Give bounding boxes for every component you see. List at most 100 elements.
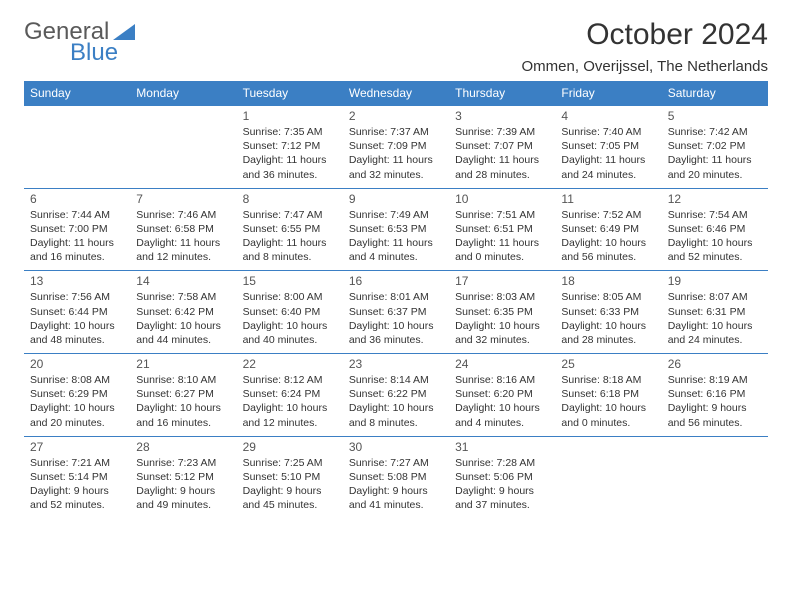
day-info: Sunrise: 7:49 AMSunset: 6:53 PMDaylight:… <box>349 208 443 265</box>
calendar-cell: 1Sunrise: 7:35 AMSunset: 7:12 PMDaylight… <box>237 106 343 189</box>
sunrise-text: Sunrise: 8:14 AM <box>349 373 443 387</box>
daylight-text: Daylight: 10 hours and 48 minutes. <box>30 319 124 347</box>
daylight-text: Daylight: 10 hours and 16 minutes. <box>136 401 230 429</box>
calendar-cell <box>662 436 768 518</box>
sunset-text: Sunset: 7:02 PM <box>668 139 762 153</box>
daylight-text: Daylight: 10 hours and 56 minutes. <box>561 236 655 264</box>
day-info: Sunrise: 7:39 AMSunset: 7:07 PMDaylight:… <box>455 125 549 182</box>
daylight-text: Daylight: 10 hours and 12 minutes. <box>243 401 337 429</box>
calendar-cell: 8Sunrise: 7:47 AMSunset: 6:55 PMDaylight… <box>237 188 343 271</box>
day-number: 19 <box>668 274 762 288</box>
logo: General Blue <box>24 18 135 46</box>
day-number: 13 <box>30 274 124 288</box>
sunset-text: Sunset: 6:55 PM <box>243 222 337 236</box>
sunrise-text: Sunrise: 7:56 AM <box>30 290 124 304</box>
daylight-text: Daylight: 9 hours and 37 minutes. <box>455 484 549 512</box>
calendar-cell <box>24 106 130 189</box>
day-header-row: SundayMondayTuesdayWednesdayThursdayFrid… <box>24 81 768 106</box>
calendar-cell: 17 Sunrise: 8:03 AMSunset: 6:35 PMDayligh… <box>449 271 555 354</box>
sunrise-text: Sunrise: 8:12 AM <box>243 373 337 387</box>
day-number: 2 <box>349 109 443 123</box>
sunset-text: Sunset: 5:10 PM <box>243 470 337 484</box>
day-info: Sunrise: 7:54 AMSunset: 6:46 PMDaylight:… <box>668 208 762 265</box>
daylight-text: Daylight: 10 hours and 32 minutes. <box>455 319 549 347</box>
sunset-text: Sunset: 6:24 PM <box>243 387 337 401</box>
calendar-cell: 7 Sunrise: 7:46 AMSunset: 6:58 PMDaylight… <box>130 188 236 271</box>
calendar-cell: 12 Sunrise: 7:54 AMSunset: 6:46 PMDayligh… <box>662 188 768 271</box>
sunset-text: Sunset: 6:44 PM <box>30 305 124 319</box>
day-info: Sunrise: 8:18 AMSunset: 6:18 PMDaylight:… <box>561 373 655 430</box>
sunrise-text: Sunrise: 7:49 AM <box>349 208 443 222</box>
sunset-text: Sunset: 6:46 PM <box>668 222 762 236</box>
sunset-text: Sunset: 6:35 PM <box>455 305 549 319</box>
day-header: Monday <box>130 81 236 106</box>
sunset-text: Sunset: 5:12 PM <box>136 470 230 484</box>
sunrise-text: Sunrise: 7:51 AM <box>455 208 549 222</box>
day-info: Sunrise: 7:47 AMSunset: 6:55 PMDaylight:… <box>243 208 337 265</box>
calendar-cell: 28Sunrise: 7:23 AMSunset: 5:12 PMDayligh… <box>130 436 236 518</box>
sunset-text: Sunset: 7:12 PM <box>243 139 337 153</box>
sunset-text: Sunset: 7:05 PM <box>561 139 655 153</box>
day-info: Sunrise: 8:03 AMSunset: 6:35 PMDaylight:… <box>455 290 549 347</box>
sunrise-text: Sunrise: 7:54 AM <box>668 208 762 222</box>
sunrise-text: Sunrise: 8:08 AM <box>30 373 124 387</box>
day-number: 30 <box>349 440 443 454</box>
title-block: October 2024 Ommen, Overijssel, The Neth… <box>522 18 768 75</box>
day-info: Sunrise: 7:52 AMSunset: 6:49 PMDaylight:… <box>561 208 655 265</box>
day-number: 21 <box>136 357 230 371</box>
sunset-text: Sunset: 6:31 PM <box>668 305 762 319</box>
calendar-cell: 15Sunrise: 8:00 AMSunset: 6:40 PMDayligh… <box>237 271 343 354</box>
calendar-cell: 21Sunrise: 8:10 AMSunset: 6:27 PMDayligh… <box>130 354 236 437</box>
day-info: Sunrise: 7:27 AMSunset: 5:08 PMDaylight:… <box>349 456 443 513</box>
calendar-table: SundayMondayTuesdayWednesdayThursdayFrid… <box>24 81 768 518</box>
day-info: Sunrise: 7:56 AMSunset: 6:44 PMDaylight:… <box>30 290 124 347</box>
calendar-cell: 18Sunrise: 8:05 AMSunset: 6:33 PMDayligh… <box>555 271 661 354</box>
sunrise-text: Sunrise: 7:46 AM <box>136 208 230 222</box>
day-number: 20 <box>30 357 124 371</box>
day-number: 7 <box>136 192 230 206</box>
day-info: Sunrise: 7:46 AMSunset: 6:58 PMDaylight:… <box>136 208 230 265</box>
day-number: 1 <box>243 109 337 123</box>
sunset-text: Sunset: 6:49 PM <box>561 222 655 236</box>
day-info: Sunrise: 7:44 AMSunset: 7:00 PMDaylight:… <box>30 208 124 265</box>
calendar-cell: 10Sunrise: 7:51 AMSunset: 6:51 PMDayligh… <box>449 188 555 271</box>
day-info: Sunrise: 8:05 AMSunset: 6:33 PMDaylight:… <box>561 290 655 347</box>
day-number: 9 <box>349 192 443 206</box>
daylight-text: Daylight: 11 hours and 8 minutes. <box>243 236 337 264</box>
day-info: Sunrise: 8:12 AMSunset: 6:24 PMDaylight:… <box>243 373 337 430</box>
calendar-cell: 22Sunrise: 8:12 AMSunset: 6:24 PMDayligh… <box>237 354 343 437</box>
sunrise-text: Sunrise: 7:42 AM <box>668 125 762 139</box>
calendar-cell: 5Sunrise: 7:42 AMSunset: 7:02 PMDaylight… <box>662 106 768 189</box>
sunset-text: Sunset: 6:33 PM <box>561 305 655 319</box>
sunrise-text: Sunrise: 7:58 AM <box>136 290 230 304</box>
day-number: 16 <box>349 274 443 288</box>
day-info: Sunrise: 7:58 AMSunset: 6:42 PMDaylight:… <box>136 290 230 347</box>
day-info: Sunrise: 8:19 AMSunset: 6:16 PMDaylight:… <box>668 373 762 430</box>
calendar-cell: 9 Sunrise: 7:49 AMSunset: 6:53 PMDaylight… <box>343 188 449 271</box>
sunrise-text: Sunrise: 7:47 AM <box>243 208 337 222</box>
day-number: 11 <box>561 192 655 206</box>
sunset-text: Sunset: 6:53 PM <box>349 222 443 236</box>
day-info: Sunrise: 8:16 AMSunset: 6:20 PMDaylight:… <box>455 373 549 430</box>
daylight-text: Daylight: 11 hours and 4 minutes. <box>349 236 443 264</box>
daylight-text: Daylight: 11 hours and 0 minutes. <box>455 236 549 264</box>
calendar-cell: 11 Sunrise: 7:52 AMSunset: 6:49 PMDayligh… <box>555 188 661 271</box>
calendar-cell: 2Sunrise: 7:37 AMSunset: 7:09 PMDaylight… <box>343 106 449 189</box>
day-number: 25 <box>561 357 655 371</box>
logo-text-2: Blue <box>70 39 118 66</box>
sunrise-text: Sunrise: 7:39 AM <box>455 125 549 139</box>
daylight-text: Daylight: 11 hours and 36 minutes. <box>243 153 337 181</box>
day-number: 6 <box>30 192 124 206</box>
day-number: 17 <box>455 274 549 288</box>
day-number: 31 <box>455 440 549 454</box>
sunrise-text: Sunrise: 8:03 AM <box>455 290 549 304</box>
sunset-text: Sunset: 6:29 PM <box>30 387 124 401</box>
day-number: 12 <box>668 192 762 206</box>
daylight-text: Daylight: 11 hours and 20 minutes. <box>668 153 762 181</box>
day-info: Sunrise: 8:08 AMSunset: 6:29 PMDaylight:… <box>30 373 124 430</box>
sunset-text: Sunset: 5:06 PM <box>455 470 549 484</box>
daylight-text: Daylight: 10 hours and 44 minutes. <box>136 319 230 347</box>
day-header: Friday <box>555 81 661 106</box>
day-info: Sunrise: 7:21 AMSunset: 5:14 PMDaylight:… <box>30 456 124 513</box>
day-info: Sunrise: 8:07 AMSunset: 6:31 PMDaylight:… <box>668 290 762 347</box>
